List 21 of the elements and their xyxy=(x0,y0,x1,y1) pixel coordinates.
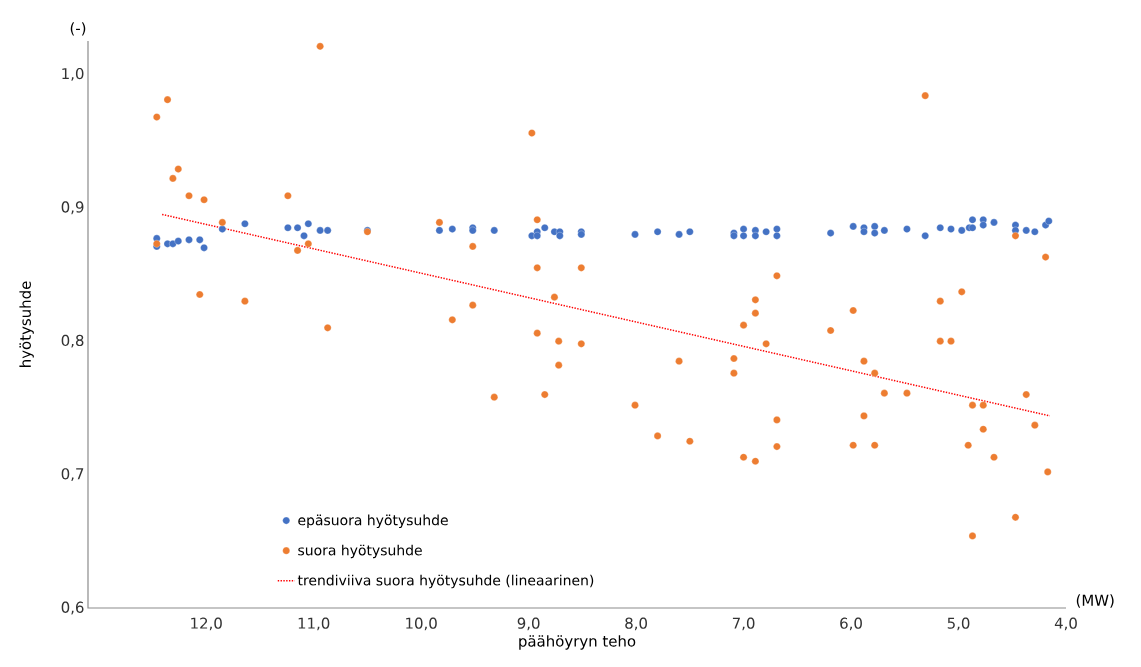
legend-label: trendiviiva suora hyötysuhde (lineaarinen) xyxy=(297,574,594,589)
y-tick-label: 0,7 xyxy=(61,468,84,481)
x-axis-title: päähöyryn teho xyxy=(519,635,636,650)
legend-label: epäsuora hyötysuhde xyxy=(298,514,448,529)
y-tick-label: 0,8 xyxy=(61,334,84,348)
x-tick-label: 7,0 xyxy=(732,617,755,631)
x-tick-label: 5,0 xyxy=(947,617,970,631)
x-tick-label: 10,0 xyxy=(406,617,437,631)
y-tick-label: 0,6 xyxy=(61,601,84,615)
x-tick-label: 6,0 xyxy=(840,617,862,631)
x-tick-label: 8,0 xyxy=(625,617,647,631)
y-tick-label: 1,0 xyxy=(62,67,84,81)
text: (-) xyxy=(70,22,86,36)
text: (MW) xyxy=(1076,594,1114,608)
x-tick-label: 12,0 xyxy=(191,617,222,631)
x-tick-label: 9,0 xyxy=(517,617,540,631)
y-tick-label: 0,9 xyxy=(61,201,84,215)
y-axis-title: hyötysuhde xyxy=(19,281,34,367)
legend-label: suora hyötysuhde xyxy=(298,544,422,559)
x-tick-label: 11,0 xyxy=(298,617,330,631)
x-tick-label: 4,0 xyxy=(1054,617,1077,631)
